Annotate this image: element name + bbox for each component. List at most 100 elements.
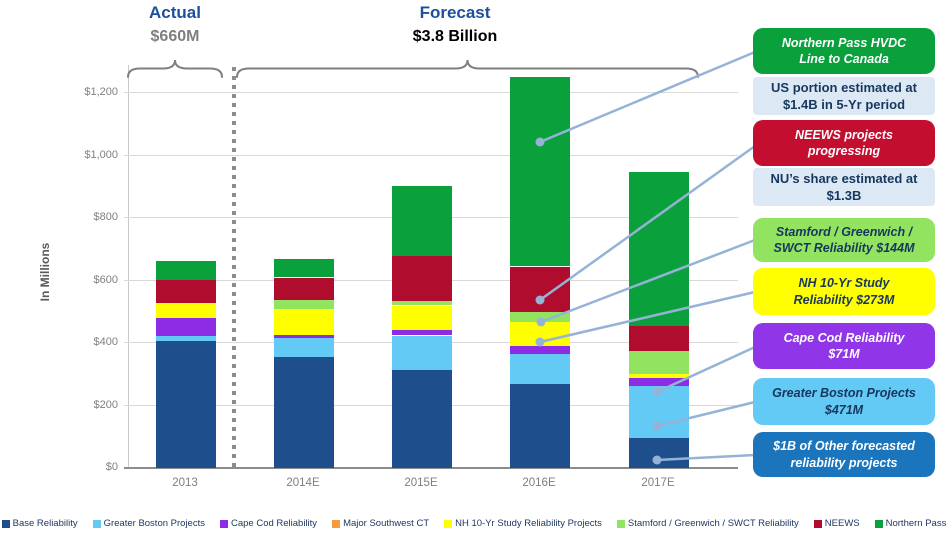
bar-segment-2015e-cape-cod-reliability [392,329,452,335]
legend-marker-cape-cod-reliability [219,519,228,528]
legend-marker-greater-boston-projects [92,519,101,528]
callout-text: Line to Canada [799,52,889,66]
bar-segment-2013-base-reliability [156,341,216,468]
callout-greater-boston-projects: Greater Boston Projects $471M [753,378,935,425]
x-axis-label-2014e: 2014E [286,477,320,489]
bar-segment-2016e-stamford-greenwich-swct-reliability [510,312,570,322]
legend-item-greater-boston-projects: Greater Boston Projects [92,518,205,529]
bar-segment-2016e-cape-cod-reliability [510,346,570,354]
bar-segment-2017e-stamford-greenwich-swct-reliability [629,351,689,374]
bar-segment-2016e-greater-boston-projects [510,354,570,384]
legend-label: NEEWS [824,518,860,529]
bar-segment-2015e-nh-10-yr-study-reliability-projects [392,306,452,330]
legend-marker-base-reliability [1,519,10,528]
y-tick-label: $1,000 [84,148,118,161]
callout-text: $471M [824,402,864,417]
legend-marker-northern-pass [874,519,883,528]
callout-text: $71M [828,347,860,361]
x-axis-line [124,467,738,469]
y-tick-label: $400 [93,336,118,348]
y-tick-label: $0 [105,461,118,473]
chart-legend: Base Reliability Greater Boston Projects C… [0,518,948,529]
bar-segment-2015e-neews [392,256,452,301]
bar-segment-2017e-base-reliability [629,438,689,468]
forecast-header: Forecast $3.8 Billion [330,3,580,46]
bar-segment-2017e-nh-10-yr-study-reliability-projects [629,374,689,378]
legend-marker-major-southwest-ct [332,519,341,528]
y-tick-label: $800 [93,211,118,223]
x-axis-label-2013: 2013 [172,477,198,489]
chart-plot-area [124,65,738,469]
forecast-value: $3.8 Billion [412,28,498,45]
callout-text: Cape Cod Reliability [783,330,905,345]
bar-segment-2015e-northern-pass [392,186,452,256]
bar-segment-2015e-greater-boston-projects [392,336,452,370]
callout-text: Northern Pass HVDC [781,35,907,50]
forecast-label: Forecast [419,3,491,22]
actual-value: $660M [150,28,200,45]
callout-text: NEEWS projects [795,127,893,142]
legend-marker-nh-10-yr-study-reliability-projects [444,519,453,528]
bar-segment-2017e-northern-pass [629,172,689,326]
legend-marker-stamford-greenwich-swct-reliability [616,519,625,528]
legend-item-nh-10-yr-study-reliability-projects: NH 10-Yr Study Reliability Projects [444,518,602,529]
callout-text: $1B of Other forecasted [773,439,915,453]
bar-segment-2016e-base-reliability [510,384,570,468]
bar-segment-2016e-neews [510,267,570,312]
gridline-1200 [124,92,738,93]
bar-segment-2017e-greater-boston-projects [629,386,689,438]
legend-item-northern-pass: Northern Pass [874,518,946,529]
legend-item-cape-cod-reliability: Cape Cod Reliability [219,518,318,529]
bar-segment-2014e-neews [274,278,334,300]
callout-text: reliability projects [790,455,898,470]
bar-segment-2015e-base-reliability [392,370,452,468]
bar-segment-2013-neews [156,280,216,303]
actual-header: Actual $660M [110,3,240,46]
x-axis-label-2017e: 2017E [641,477,675,489]
callout-1b-of-other-forecasted: $1B of Other forecasted reliability proje… [753,432,935,477]
callout-stamford-greenwich: Stamford / Greenwich / SWCT Reliability $… [753,218,935,262]
callout-us-portion-estimated-at: US portion estimated at $1.4B in 5-Yr per… [753,77,935,115]
bar-segment-2017e-neews [629,326,689,351]
legend-item-stamford-greenwich-swct-reliability: Stamford / Greenwich / SWCT Reliability [616,518,799,529]
callout-text: NH 10-Yr Study [798,276,890,290]
callout-text: Stamford / Greenwich / [775,224,913,239]
bar-segment-2013-cape-cod-reliability [156,318,216,336]
callout-neews-projects: NEEWS projects progressing [753,120,935,166]
bar-segment-2014e-cape-cod-reliability [274,335,334,338]
bar-segment-2016e-nh-10-yr-study-reliability-projects [510,322,570,346]
callout-text: SWCT Reliability $144M [773,241,915,255]
legend-label: Stamford / Greenwich / SWCT Reliability [627,518,799,529]
y-tick-label: $200 [93,398,118,411]
bar-segment-2014e-northern-pass [274,259,334,277]
callout-text: Greater Boston Projects [772,386,916,400]
callout-nu-s-share-estimated-at: NU’s share estimated at $1.3B [753,168,935,206]
x-axis-label-2016e: 2016E [522,477,556,489]
bar-segment-2013-northern-pass [156,261,216,280]
legend-item-neews: NEEWS [813,518,860,529]
x-axis-label-2015e: 2015E [404,477,438,489]
legend-label: Major Southwest CT [343,518,430,529]
legend-label: NH 10-Yr Study Reliability Projects [455,518,602,529]
y-tick-label: $1,200 [84,86,118,98]
legend-label: Greater Boston Projects [103,518,205,529]
callout-text: NU’s share estimated at [770,170,918,186]
legend-marker-neews [813,519,822,528]
callout-northern-pass-hvdc: Northern Pass HVDC Line to Canada [753,28,935,74]
bar-segment-2013-nh-10-yr-study-reliability-projects [156,303,216,318]
callout-text: Reliability $273M [793,292,895,307]
bar-segment-2014e-base-reliability [274,357,334,468]
bar-segment-2015e-stamford-greenwich-swct-reliability [392,301,452,305]
bar-segment-2013-greater-boston-projects [156,336,216,341]
callout-column: Northern Pass HVDC Line to Canada US porti… [753,0,935,500]
legend-item-base-reliability: Base Reliability [1,518,78,529]
y-axis-title: In Millions [38,242,52,302]
bar-segment-2014e-greater-boston-projects [274,338,334,357]
callout-nh-10-yr-study: NH 10-Yr Study Reliability $273M [753,268,935,315]
legend-label: Base Reliability [12,518,78,529]
legend-label: Cape Cod Reliability [230,518,318,529]
bar-segment-2014e-stamford-greenwich-swct-reliability [274,300,334,309]
bar-segment-2017e-cape-cod-reliability [629,378,689,386]
callout-text: $1.4B in 5-Yr period [782,97,906,112]
